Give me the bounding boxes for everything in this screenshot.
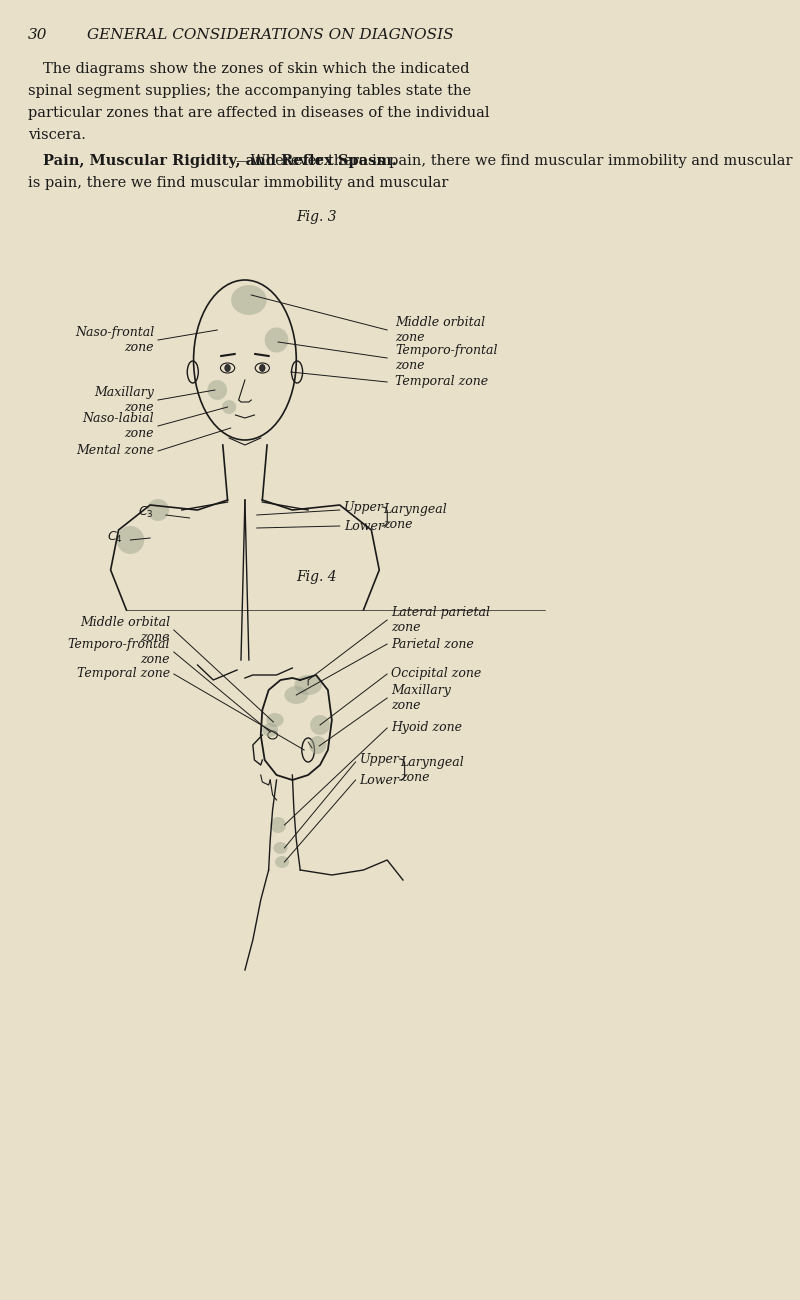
Text: Temporo-frontal
zone: Temporo-frontal zone: [395, 344, 498, 372]
Ellipse shape: [266, 712, 284, 727]
Text: Maxillary
zone: Maxillary zone: [94, 386, 154, 413]
Ellipse shape: [274, 842, 287, 854]
Text: Fig. 4: Fig. 4: [296, 569, 336, 584]
Text: —Wherever there is pain, there we find muscular immobility and muscular: —Wherever there is pain, there we find m…: [236, 153, 793, 168]
Ellipse shape: [222, 400, 236, 413]
Text: spinal segment supplies; the accompanying tables state the: spinal segment supplies; the accompanyin…: [28, 84, 470, 98]
Text: Naso-labial
zone: Naso-labial zone: [82, 412, 154, 439]
Text: The diagrams show the zones of skin which the indicated: The diagrams show the zones of skin whic…: [43, 62, 470, 75]
Ellipse shape: [275, 855, 289, 868]
Ellipse shape: [225, 364, 230, 372]
Text: Parietal zone: Parietal zone: [391, 637, 474, 650]
Text: Temporo-frontal
zone: Temporo-frontal zone: [67, 638, 170, 666]
Text: Upper: Upper: [359, 753, 399, 766]
Ellipse shape: [285, 686, 308, 705]
Ellipse shape: [270, 816, 286, 833]
Text: Naso-frontal
zone: Naso-frontal zone: [75, 326, 154, 354]
Text: Laryngeal
zone: Laryngeal zone: [383, 503, 447, 530]
Text: Mental zone: Mental zone: [76, 445, 154, 458]
Text: Middle orbital
zone: Middle orbital zone: [395, 316, 485, 344]
Text: $C_4$: $C_4$: [106, 529, 122, 545]
Ellipse shape: [262, 723, 278, 737]
Text: Temporal zone: Temporal zone: [77, 667, 170, 680]
Ellipse shape: [117, 526, 144, 554]
Ellipse shape: [265, 328, 288, 352]
Ellipse shape: [147, 499, 169, 521]
Text: Lateral parietal
zone: Lateral parietal zone: [391, 606, 490, 634]
Text: Lower: Lower: [359, 774, 399, 786]
Ellipse shape: [231, 285, 266, 315]
Ellipse shape: [309, 736, 326, 754]
Text: Fig. 3: Fig. 3: [296, 211, 336, 224]
Text: is pain, there we find muscular immobility and muscular: is pain, there we find muscular immobili…: [28, 176, 448, 190]
Text: viscera.: viscera.: [28, 127, 86, 142]
Text: Lower: Lower: [344, 520, 383, 533]
Text: Maxillary
zone: Maxillary zone: [391, 684, 451, 712]
Ellipse shape: [259, 364, 265, 372]
Text: Middle orbital
zone: Middle orbital zone: [80, 616, 170, 644]
Text: Upper: Upper: [344, 500, 383, 514]
Text: Occipital zone: Occipital zone: [391, 667, 482, 680]
Ellipse shape: [294, 675, 322, 696]
Text: $C_3$: $C_3$: [138, 504, 154, 520]
Text: 30: 30: [28, 29, 47, 42]
Text: Pain, Muscular Rigidity, and Reflex Spasm.: Pain, Muscular Rigidity, and Reflex Spas…: [43, 153, 398, 168]
Text: Hyoid zone: Hyoid zone: [391, 722, 462, 734]
Text: GENERAL CONSIDERATIONS ON DIAGNOSIS: GENERAL CONSIDERATIONS ON DIAGNOSIS: [87, 29, 454, 42]
Ellipse shape: [207, 380, 227, 400]
Text: Temporal zone: Temporal zone: [395, 376, 488, 389]
Ellipse shape: [310, 715, 330, 734]
Text: particular zones that are affected in diseases of the individual: particular zones that are affected in di…: [28, 107, 489, 120]
Text: Laryngeal
zone: Laryngeal zone: [401, 757, 464, 784]
